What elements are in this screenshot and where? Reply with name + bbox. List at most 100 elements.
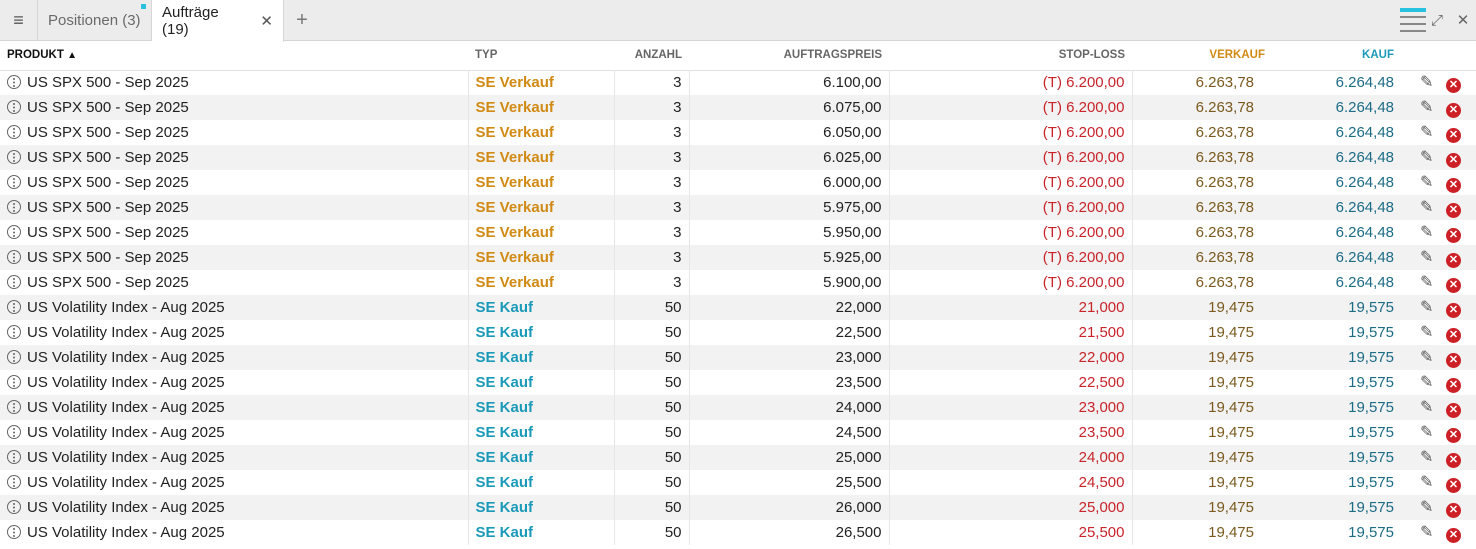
table-row[interactable]: US Volatility Index - Aug 2025 SE Kauf 50 2… <box>0 445 1476 470</box>
table-row[interactable]: US Volatility Index - Aug 2025 SE Kauf 50 2… <box>0 345 1476 370</box>
cancel-icon[interactable]: ✕ <box>1446 453 1461 468</box>
table-row[interactable]: US SPX 500 - Sep 2025 SE Verkauf 3 5.900,00… <box>0 270 1476 295</box>
product-cell[interactable]: US SPX 500 - Sep 2025 <box>0 270 469 295</box>
column-header-verkauf[interactable]: VERKAUF <box>1132 41 1272 71</box>
pencil-icon[interactable]: ✎ <box>1420 174 1434 191</box>
pencil-icon[interactable]: ✎ <box>1420 74 1434 92</box>
cancel-icon[interactable]: ✕ <box>1446 253 1461 268</box>
pencil-icon[interactable]: ✎ <box>1420 399 1434 416</box>
pencil-icon[interactable]: ✎ <box>1420 499 1434 516</box>
more-vertical-icon[interactable] <box>7 325 21 339</box>
pencil-icon[interactable]: ✎ <box>1420 299 1434 316</box>
more-vertical-icon[interactable] <box>7 100 21 114</box>
pencil-icon[interactable]: ✎ <box>1420 449 1434 466</box>
cancel-icon[interactable]: ✕ <box>1446 178 1461 193</box>
more-vertical-icon[interactable] <box>7 200 21 214</box>
pencil-icon[interactable]: ✎ <box>1420 99 1434 116</box>
table-row[interactable]: US SPX 500 - Sep 2025 SE Verkauf 3 5.975,00… <box>0 195 1476 220</box>
more-vertical-icon[interactable] <box>7 275 21 289</box>
more-vertical-icon[interactable] <box>7 425 21 439</box>
close-icon[interactable]: ✕ <box>1456 12 1470 29</box>
cancel-icon[interactable]: ✕ <box>1446 78 1461 94</box>
tab-auftraege[interactable]: Aufträge (19) ✕ <box>152 0 284 42</box>
product-cell[interactable]: US SPX 500 - Sep 2025 <box>0 120 469 145</box>
cancel-icon[interactable]: ✕ <box>1446 328 1461 343</box>
table-row[interactable]: US SPX 500 - Sep 2025 SE Verkauf 3 6.100,00… <box>0 70 1476 95</box>
product-cell[interactable]: US SPX 500 - Sep 2025 <box>0 195 469 220</box>
more-vertical-icon[interactable] <box>7 525 21 539</box>
cancel-icon[interactable]: ✕ <box>1446 128 1461 143</box>
pencil-icon[interactable]: ✎ <box>1420 474 1434 491</box>
table-row[interactable]: US Volatility Index - Aug 2025 SE Kauf 50 2… <box>0 295 1476 320</box>
table-row[interactable]: US Volatility Index - Aug 2025 SE Kauf 50 2… <box>0 320 1476 345</box>
cancel-icon[interactable]: ✕ <box>1446 528 1461 543</box>
close-icon[interactable]: ✕ <box>260 13 273 30</box>
cancel-icon[interactable]: ✕ <box>1446 478 1461 493</box>
more-vertical-icon[interactable] <box>7 250 21 264</box>
product-cell[interactable]: US Volatility Index - Aug 2025 <box>0 345 469 370</box>
table-row[interactable]: US Volatility Index - Aug 2025 SE Kauf 50 2… <box>0 520 1476 545</box>
cancel-icon[interactable]: ✕ <box>1446 278 1461 293</box>
table-row[interactable]: US Volatility Index - Aug 2025 SE Kauf 50 2… <box>0 495 1476 520</box>
pencil-icon[interactable]: ✎ <box>1420 349 1434 366</box>
product-cell[interactable]: US Volatility Index - Aug 2025 <box>0 420 469 445</box>
pencil-icon[interactable]: ✎ <box>1420 149 1434 166</box>
column-header-typ[interactable]: TYP <box>468 41 614 71</box>
column-header-produkt[interactable]: PRODUKT ▲ <box>0 41 468 71</box>
plus-icon[interactable]: + <box>296 8 308 31</box>
pencil-icon[interactable]: ✎ <box>1420 424 1434 441</box>
table-row[interactable]: US SPX 500 - Sep 2025 SE Verkauf 3 6.050,00… <box>0 120 1476 145</box>
column-selector-icon[interactable] <box>1398 6 1426 34</box>
more-vertical-icon[interactable] <box>7 400 21 414</box>
cancel-icon[interactable]: ✕ <box>1446 353 1461 368</box>
table-row[interactable]: US SPX 500 - Sep 2025 SE Verkauf 3 6.000,00… <box>0 170 1476 195</box>
cancel-icon[interactable]: ✕ <box>1446 428 1461 443</box>
hamburger-icon[interactable]: ≡ <box>0 0 38 40</box>
table-row[interactable]: US SPX 500 - Sep 2025 SE Verkauf 3 5.925,00… <box>0 245 1476 270</box>
table-row[interactable]: US SPX 500 - Sep 2025 SE Verkauf 3 6.025,00… <box>0 145 1476 170</box>
pencil-icon[interactable]: ✎ <box>1420 274 1434 291</box>
pencil-icon[interactable]: ✎ <box>1420 249 1434 266</box>
product-cell[interactable]: US Volatility Index - Aug 2025 <box>0 495 469 520</box>
product-cell[interactable]: US Volatility Index - Aug 2025 <box>0 395 469 420</box>
more-vertical-icon[interactable] <box>7 125 21 139</box>
more-vertical-icon[interactable] <box>7 350 21 364</box>
column-header-stop-loss[interactable]: STOP-LOSS <box>889 41 1132 71</box>
product-cell[interactable]: US SPX 500 - Sep 2025 <box>0 245 469 270</box>
table-row[interactable]: US Volatility Index - Aug 2025 SE Kauf 50 2… <box>0 370 1476 395</box>
more-vertical-icon[interactable] <box>7 475 21 489</box>
table-row[interactable]: US SPX 500 - Sep 2025 SE Verkauf 3 6.075,00… <box>0 95 1476 120</box>
table-row[interactable]: US SPX 500 - Sep 2025 SE Verkauf 3 5.950,00… <box>0 220 1476 245</box>
product-cell[interactable]: US SPX 500 - Sep 2025 <box>0 145 469 170</box>
more-vertical-icon[interactable] <box>7 175 21 189</box>
product-cell[interactable]: US SPX 500 - Sep 2025 <box>0 95 469 120</box>
cancel-icon[interactable]: ✕ <box>1446 203 1461 218</box>
cancel-icon[interactable]: ✕ <box>1446 378 1461 393</box>
tab-positionen[interactable]: Positionen (3) <box>38 0 152 41</box>
more-vertical-icon[interactable] <box>7 500 21 514</box>
more-vertical-icon[interactable] <box>7 75 21 90</box>
pencil-icon[interactable]: ✎ <box>1420 324 1434 341</box>
product-cell[interactable]: US Volatility Index - Aug 2025 <box>0 320 469 345</box>
column-header-anzahl[interactable]: ANZAHL <box>614 41 689 71</box>
cancel-icon[interactable]: ✕ <box>1446 153 1461 168</box>
pencil-icon[interactable]: ✎ <box>1420 524 1434 541</box>
pencil-icon[interactable]: ✎ <box>1420 124 1434 141</box>
product-cell[interactable]: US Volatility Index - Aug 2025 <box>0 445 469 470</box>
cancel-icon[interactable]: ✕ <box>1446 303 1461 318</box>
cancel-icon[interactable]: ✕ <box>1446 228 1461 243</box>
product-cell[interactable]: US Volatility Index - Aug 2025 <box>0 295 469 320</box>
more-vertical-icon[interactable] <box>7 225 21 239</box>
product-cell[interactable]: US SPX 500 - Sep 2025 <box>0 170 469 195</box>
product-cell[interactable]: US Volatility Index - Aug 2025 <box>0 470 469 495</box>
column-header-auftragspreis[interactable]: AUFTRAGSPREIS <box>689 41 889 71</box>
product-cell[interactable]: US Volatility Index - Aug 2025 <box>0 370 469 395</box>
cancel-icon[interactable]: ✕ <box>1446 103 1461 118</box>
table-row[interactable]: US Volatility Index - Aug 2025 SE Kauf 50 2… <box>0 470 1476 495</box>
cancel-icon[interactable]: ✕ <box>1446 403 1461 418</box>
more-vertical-icon[interactable] <box>7 300 21 314</box>
product-cell[interactable]: US SPX 500 - Sep 2025 <box>0 70 469 95</box>
more-vertical-icon[interactable] <box>7 375 21 389</box>
more-vertical-icon[interactable] <box>7 150 21 164</box>
table-row[interactable]: US Volatility Index - Aug 2025 SE Kauf 50 2… <box>0 420 1476 445</box>
